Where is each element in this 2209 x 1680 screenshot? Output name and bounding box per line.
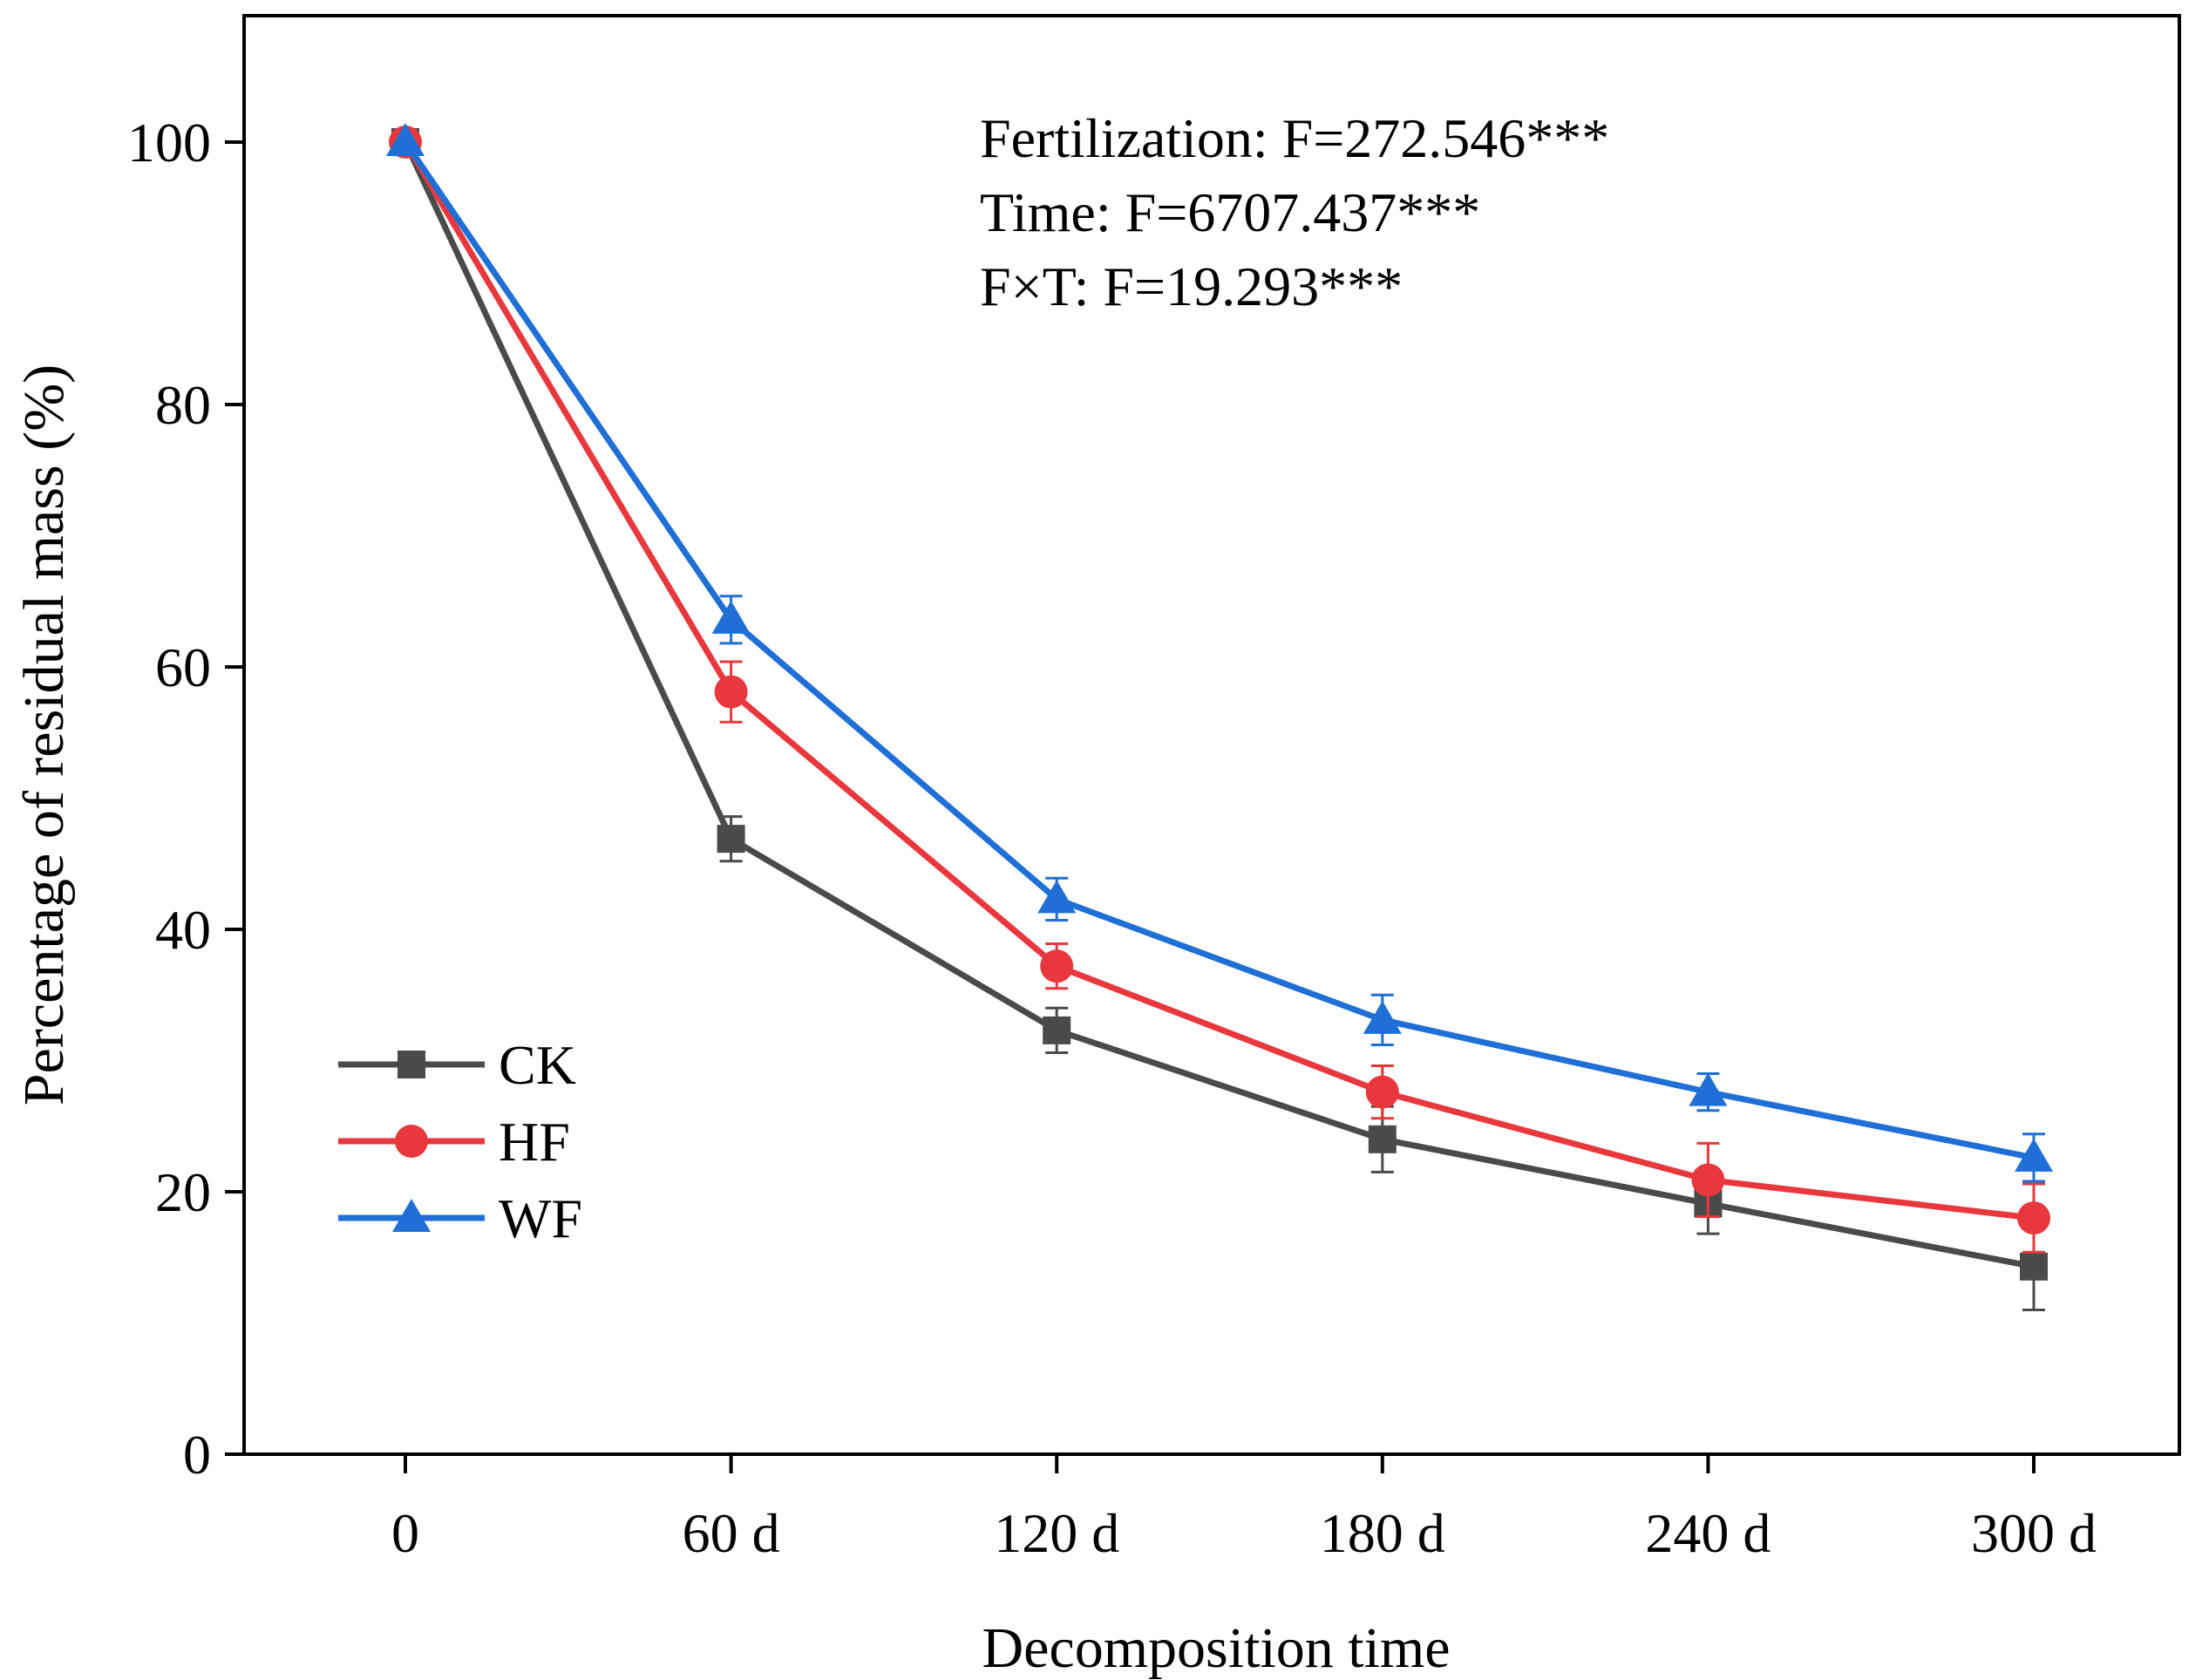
legend-marker-hf <box>395 1125 428 1158</box>
annotation-time: Time: F=6707.437*** <box>980 181 1480 243</box>
series-layer <box>386 123 2053 1311</box>
legend-label-hf: HF <box>499 1111 570 1173</box>
x-tick-label: 180 d <box>1320 1502 1445 1564</box>
x-tick-label: 60 d <box>683 1502 780 1564</box>
plot-frame <box>242 14 2181 1456</box>
data-point-wf <box>1037 880 1077 914</box>
y-tick-label: 100 <box>127 112 211 173</box>
data-point-ck <box>2020 1252 2048 1281</box>
series-line-wf <box>403 140 2035 1161</box>
data-point-wf <box>386 123 425 156</box>
y-tick-label: 0 <box>183 1424 211 1486</box>
annotation-fertilization: Fertilization: F=272.546*** <box>980 107 1609 169</box>
y-axis-label: Percentage of residual mass (%) <box>12 364 76 1105</box>
legend-marker-wf <box>392 1199 431 1232</box>
legend-label-wf: WF <box>499 1187 582 1249</box>
data-point-hf <box>1365 1075 1399 1109</box>
series-line-hf <box>402 140 2035 1221</box>
data-point-hf <box>1691 1163 1725 1197</box>
data-point-hf <box>2017 1201 2050 1235</box>
x-tick-label: 240 d <box>1645 1502 1771 1564</box>
y-tick-label: 40 <box>155 899 211 961</box>
x-axis-label: Decomposition time <box>982 1616 1450 1680</box>
y-axis: 0 20 40 60 80 100 <box>127 112 244 1486</box>
y-tick-label: 80 <box>155 374 211 436</box>
x-tick-label: 300 d <box>1971 1502 2097 1564</box>
x-tick-label: 120 d <box>994 1502 1119 1564</box>
data-point-wf <box>711 600 751 634</box>
legend-marker-ck <box>398 1051 425 1078</box>
series-wf <box>386 123 2053 1183</box>
y-tick-label: 60 <box>155 636 211 698</box>
data-point-wf <box>1689 1072 1728 1106</box>
data-point-ck <box>1043 1016 1071 1044</box>
legend-label-ck: CK <box>499 1034 576 1096</box>
annotation-interaction: F×T: F=19.293*** <box>980 255 1403 317</box>
data-point-wf <box>2015 1138 2053 1172</box>
series-line-ck <box>402 140 2035 1270</box>
data-point-ck <box>1368 1125 1397 1153</box>
data-point-wf <box>1363 1000 1402 1034</box>
data-point-ck <box>717 825 745 854</box>
x-axis: 0 60 d 120 d 180 d 240 d 300 d <box>391 1454 2097 1564</box>
data-point-hf <box>714 675 748 709</box>
x-tick-label: 0 <box>391 1502 419 1564</box>
legend: CK HF WF <box>338 1034 582 1249</box>
y-tick-label: 20 <box>155 1161 211 1223</box>
data-point-hf <box>1040 949 1074 983</box>
